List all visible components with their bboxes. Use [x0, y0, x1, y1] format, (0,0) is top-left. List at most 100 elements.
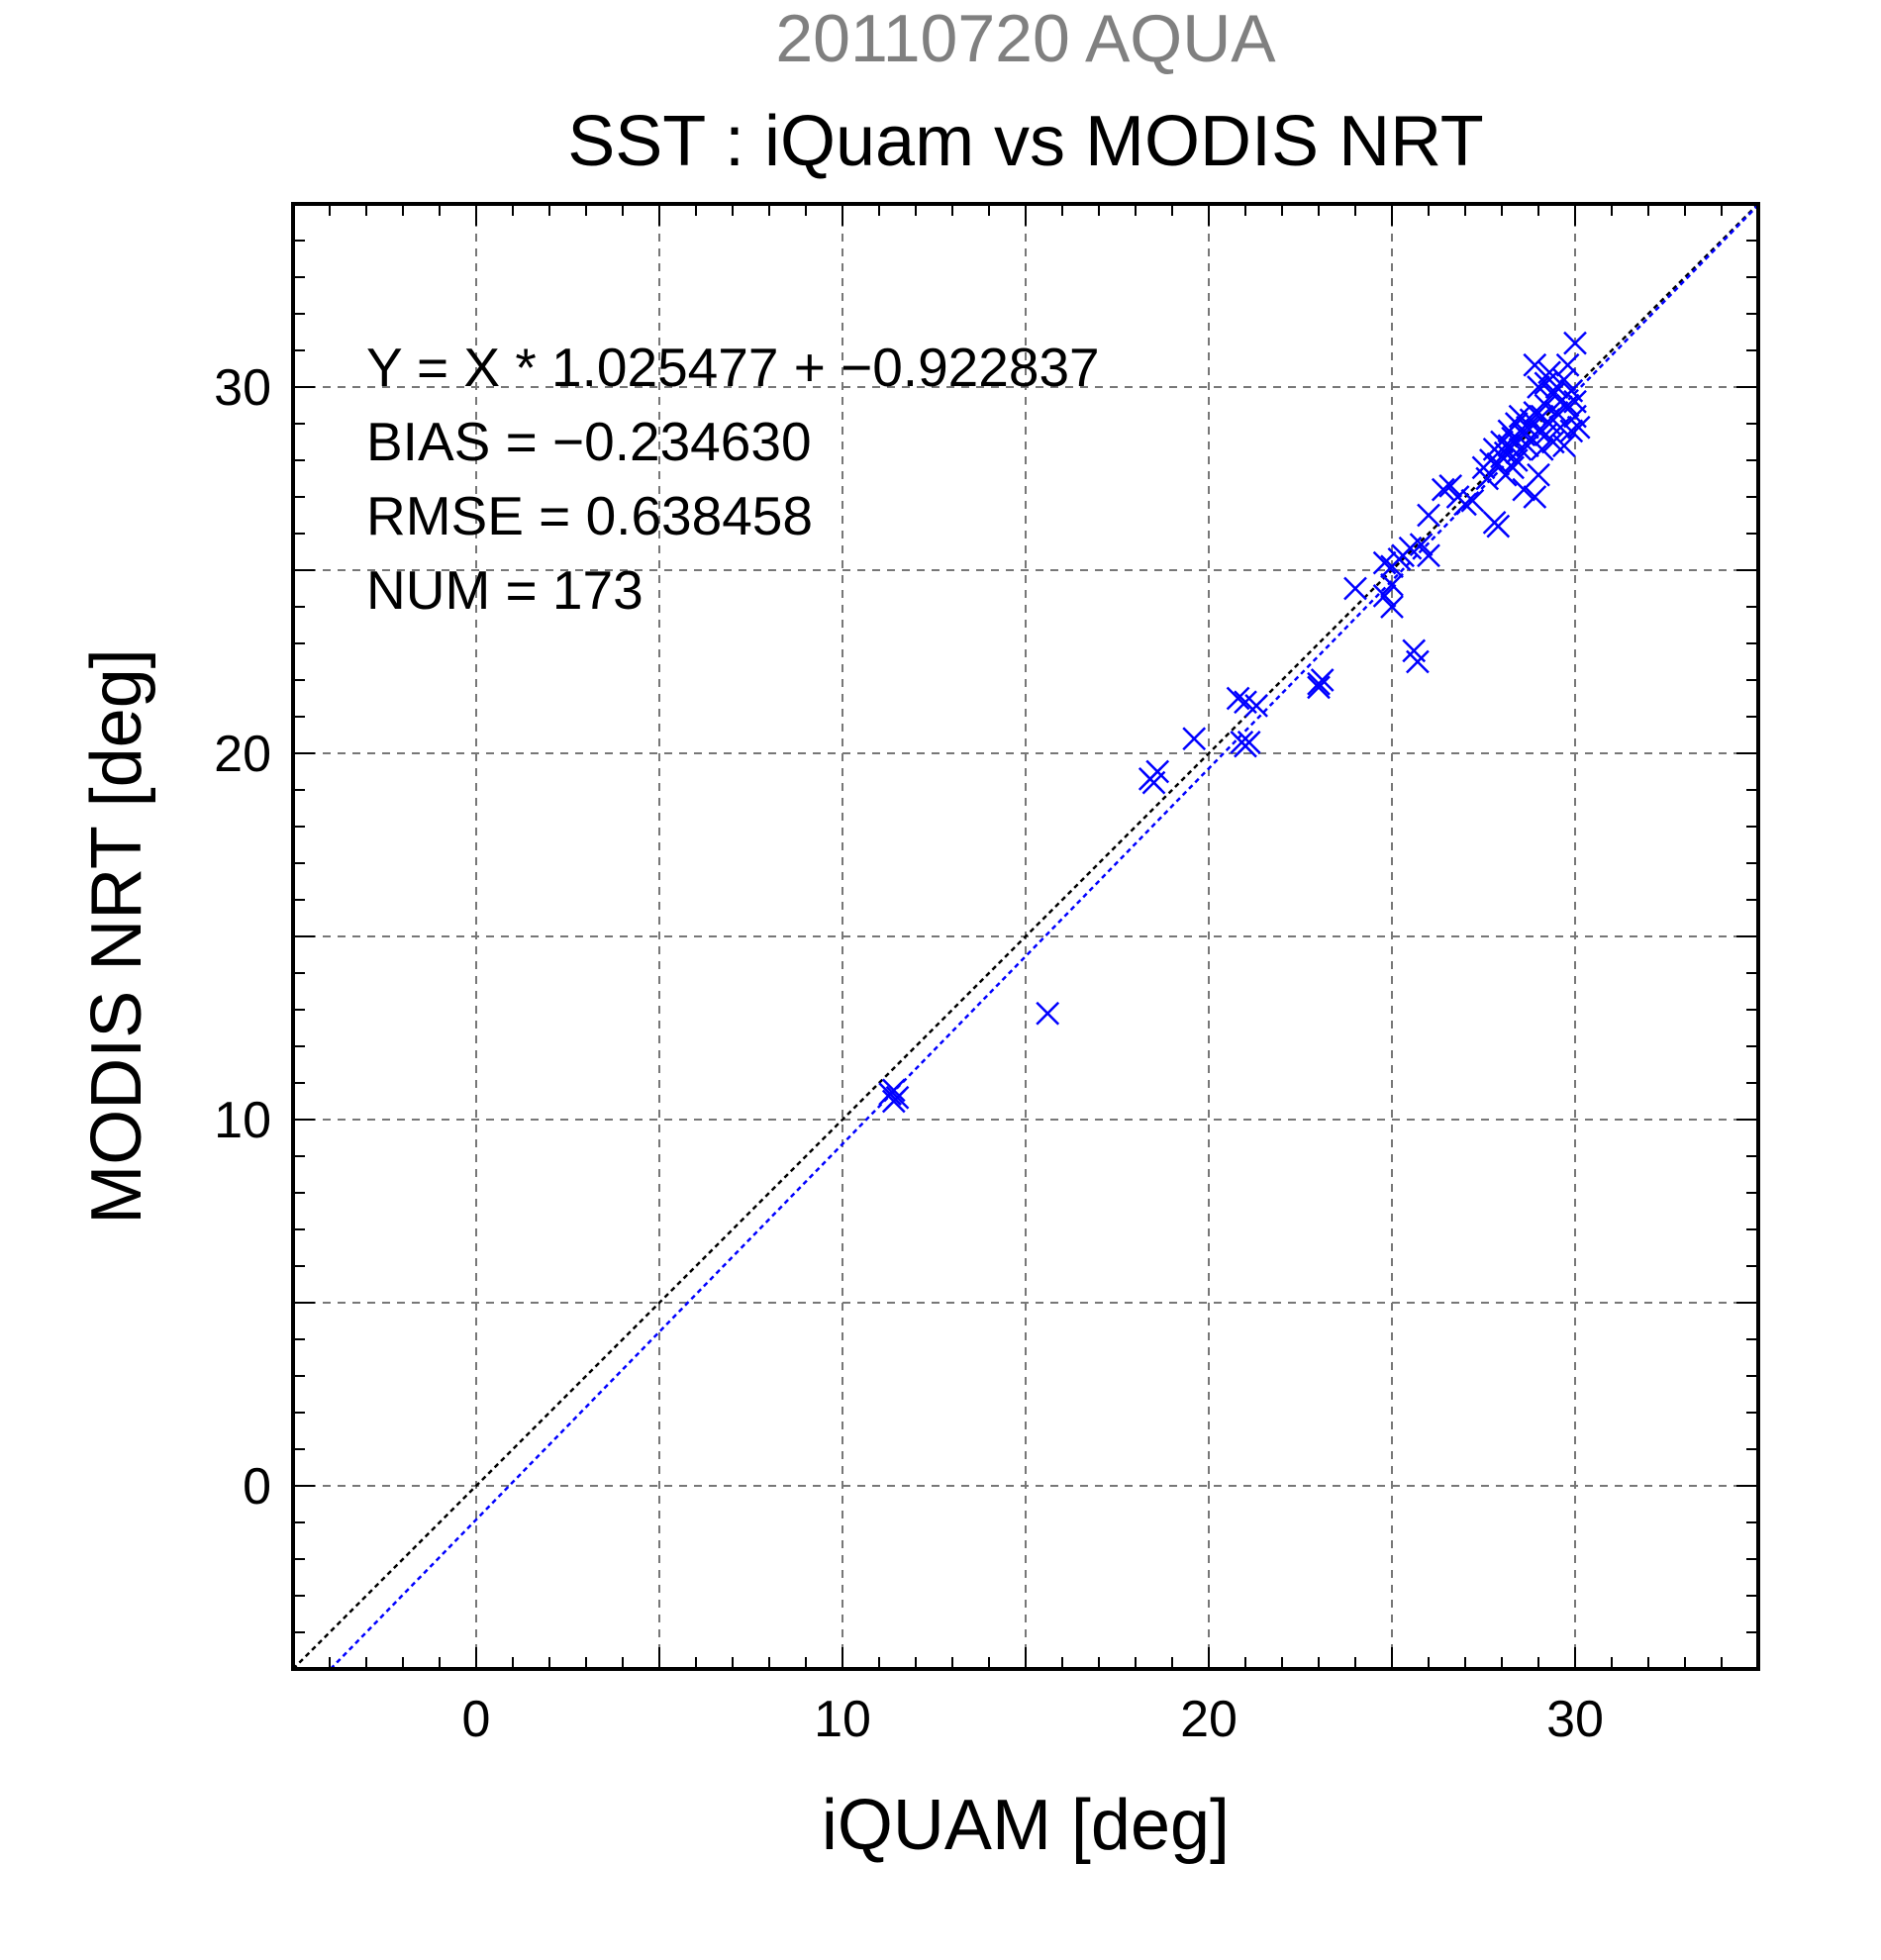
- data-point: [1307, 675, 1331, 700]
- data-point: [1552, 367, 1576, 392]
- data-point: [1453, 492, 1477, 517]
- stats-rmse: RMSE = 0.638458: [366, 485, 813, 546]
- data-point-stroke: [1307, 675, 1331, 700]
- data-point: [1552, 434, 1576, 458]
- data-point: [1409, 533, 1434, 556]
- data-point-stroke: [1523, 401, 1547, 425]
- data-point-stroke: [1343, 576, 1367, 601]
- data-point-stroke: [885, 1085, 910, 1110]
- x-axis-label: iQUAM [deg]: [822, 1786, 1230, 1865]
- y-tick-label: 30: [214, 359, 271, 417]
- data-point-stroke: [1559, 378, 1584, 403]
- grid-lines: [293, 204, 1758, 1669]
- data-point: [1244, 694, 1268, 718]
- data-point-stroke: [1145, 759, 1170, 784]
- data-point: [1523, 401, 1547, 425]
- data-point-stroke: [1486, 451, 1511, 476]
- y-tick-label: 20: [214, 726, 271, 783]
- data-point-stroke: [1237, 731, 1261, 754]
- y-tick-label: 10: [214, 1092, 271, 1149]
- data-point-stroke: [1552, 367, 1576, 392]
- data-point-stroke: [1534, 371, 1558, 396]
- data-point: [1475, 466, 1500, 491]
- tick-labels: 0 10 20 30 0 10 20 30: [214, 359, 1604, 1748]
- data-point-stroke: [1493, 441, 1518, 465]
- data-point-stroke: [1537, 412, 1561, 436]
- data-point-stroke: [1548, 415, 1573, 440]
- data-point-stroke: [1406, 649, 1430, 674]
- data-point-stroke: [1244, 694, 1268, 718]
- one-to-one-line: [292, 203, 1759, 1670]
- data-point: [1493, 441, 1518, 465]
- data-point: [1555, 352, 1580, 377]
- data-point-stroke: [1182, 727, 1207, 751]
- data-point: [1486, 451, 1511, 476]
- data-point: [1145, 759, 1170, 784]
- data-point: [1566, 415, 1591, 440]
- data-point-stroke: [1504, 412, 1529, 436]
- data-point-stroke: [1417, 543, 1440, 568]
- x-tick-label: 20: [1180, 1691, 1238, 1748]
- data-point: [1530, 438, 1554, 461]
- x-tick-label: 30: [1546, 1691, 1604, 1748]
- data-point-stroke: [1555, 393, 1580, 418]
- data-point-stroke: [1508, 404, 1533, 429]
- data-point-stroke: [1409, 533, 1434, 556]
- data-points: [878, 331, 1591, 1114]
- x-tick-label: 10: [814, 1691, 871, 1748]
- data-point: [1534, 371, 1558, 396]
- data-point-stroke: [1234, 690, 1257, 715]
- data-point: [1406, 649, 1430, 674]
- data-point: [1523, 352, 1547, 377]
- data-point-stroke: [1310, 668, 1335, 692]
- data-point: [1431, 477, 1455, 502]
- data-point: [1534, 393, 1558, 418]
- data-point-stroke: [1566, 415, 1591, 440]
- data-point: [1226, 686, 1250, 711]
- data-point-stroke: [1559, 419, 1584, 443]
- data-point: [1380, 595, 1404, 619]
- data-point: [1182, 727, 1207, 751]
- chart-suptitle: 20110720 AQUA: [775, 1, 1276, 76]
- data-point-stroke: [1523, 485, 1547, 509]
- data-point: [1555, 393, 1580, 418]
- data-point-stroke: [1438, 474, 1463, 498]
- data-point-stroke: [1402, 638, 1427, 663]
- data-point-stroke: [1380, 595, 1404, 619]
- data-point-stroke: [1516, 434, 1539, 458]
- stats-fit-equation: Y = X * 1.025477 + −0.922837: [366, 337, 1100, 398]
- data-point: [1460, 488, 1485, 513]
- x-tick-label: 0: [462, 1691, 491, 1748]
- data-point-stroke: [1417, 503, 1440, 528]
- data-point: [1523, 485, 1547, 509]
- data-point: [1559, 419, 1584, 443]
- data-point-stroke: [1497, 434, 1522, 458]
- data-point-stroke: [1431, 477, 1455, 502]
- data-point-stroke: [881, 1078, 906, 1103]
- data-point-stroke: [1460, 488, 1485, 513]
- data-point-stroke: [1555, 352, 1580, 377]
- data-point: [1343, 576, 1367, 601]
- data-point: [1036, 1001, 1060, 1026]
- y-tick-label: 0: [243, 1458, 271, 1516]
- data-point: [1417, 543, 1440, 568]
- data-point-stroke: [1486, 514, 1511, 539]
- data-point-stroke: [1540, 430, 1565, 454]
- data-point-stroke: [1534, 393, 1558, 418]
- data-point: [1501, 455, 1525, 480]
- data-point: [1380, 572, 1404, 597]
- data-point: [1527, 462, 1550, 487]
- data-point: [1563, 331, 1587, 355]
- data-point: [1527, 419, 1550, 443]
- data-point: [1237, 731, 1261, 754]
- data-point: [1527, 375, 1550, 399]
- data-point: [881, 1078, 906, 1103]
- data-point-stroke: [1372, 550, 1397, 575]
- data-point-stroke: [1563, 389, 1587, 414]
- data-point-stroke: [1475, 466, 1500, 491]
- data-point-stroke: [1380, 572, 1404, 597]
- data-point: [1438, 474, 1463, 498]
- data-point: [1516, 434, 1539, 458]
- data-point: [1563, 389, 1587, 414]
